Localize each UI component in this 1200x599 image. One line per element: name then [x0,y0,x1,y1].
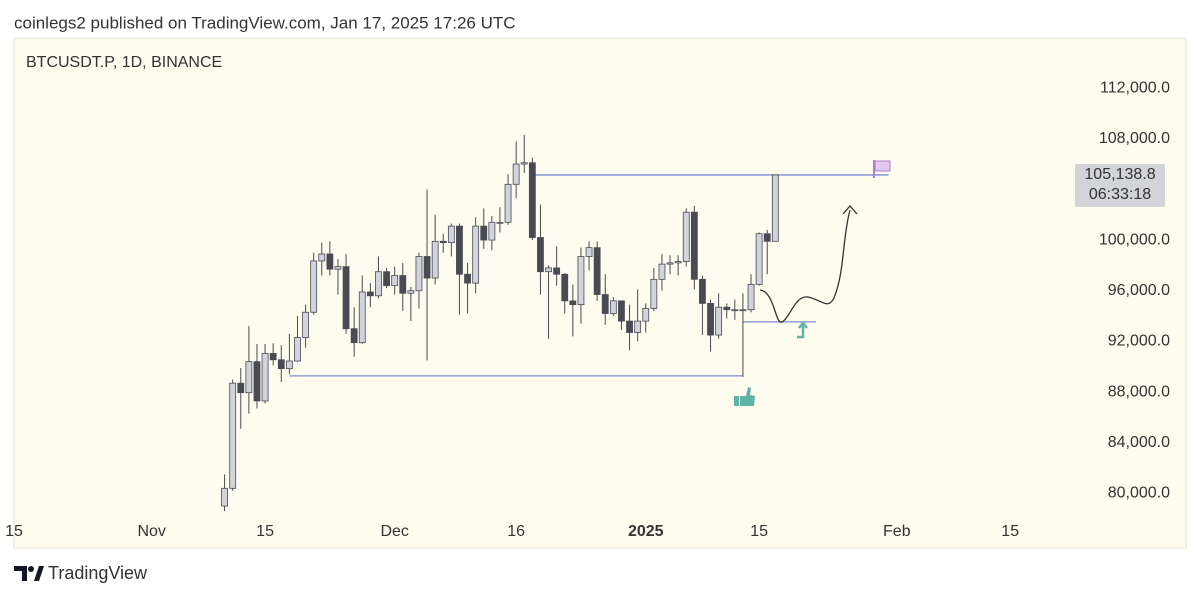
countdown: 06:33:18 [1089,186,1151,203]
candle-body [747,283,755,311]
candle-body [731,309,739,312]
candle-body [634,320,642,333]
candle-body [674,261,682,264]
candle-body [658,263,666,280]
candle-body [221,487,228,507]
x-tick-label: 16 [507,523,525,540]
symbol-title: BTCUSDT.P, 1D, BINANCE [26,54,222,71]
flag-icon [873,160,891,178]
candle-body [237,382,245,394]
y-tick-label: 112,000.0 [1100,79,1170,96]
thumbs-up-icon [734,387,755,406]
candle-body [553,267,561,275]
candle-body [253,361,261,402]
candle-body [245,361,253,394]
candle-body [229,382,237,489]
candle-body [431,240,439,279]
candle-body [561,273,569,302]
footer-brand: TradingView [48,563,148,583]
candle-body [763,233,771,242]
x-tick-label: Feb [883,523,911,540]
candle-body [423,256,431,279]
candle-body [585,247,593,257]
candle-body [699,278,706,304]
candle-body [520,162,528,165]
candle-body [391,275,399,287]
price-label-box [1075,164,1165,207]
x-tick-label: 2025 [628,523,664,540]
y-tick-label: 108,000.0 [1099,130,1170,147]
candle-body [472,225,480,284]
candle-body [601,294,609,314]
candle-body [334,266,342,270]
candle-body [690,211,698,280]
candle-body [358,291,366,344]
y-tick-label: 88,000.0 [1108,383,1170,400]
candle-body [626,320,633,333]
candle-body [682,211,690,262]
candle-body [642,308,650,322]
candle-body [666,262,674,265]
last-price: 105,138.8 [1084,166,1155,183]
candle-body [504,183,512,223]
y-tick-label: 96,000.0 [1108,282,1170,299]
candle-body [350,328,358,344]
y-tick-label: 92,000.0 [1108,333,1170,350]
candle-body [383,271,390,287]
candle-body [366,291,374,297]
x-tick-label: Nov [137,523,165,540]
x-tick-label: 15 [750,523,768,540]
header: coinlegs2 published on TradingView.com, … [14,13,516,32]
up-arrow-icon [797,320,808,339]
candle-body [739,309,747,312]
y-tick-label: 80,000.0 [1108,485,1170,502]
candle-body [609,300,617,314]
x-tick-label: Dec [380,523,408,540]
candle-body [439,240,447,243]
candle-body [399,275,407,294]
candle-body [545,267,552,273]
candle-body [285,360,293,370]
candle-body [569,300,577,306]
x-tick-label: 15 [256,523,274,540]
candle-body [528,162,536,238]
candle-body [310,260,318,313]
candle-body [294,337,301,362]
candle-body [593,247,601,295]
x-tick-label: 15 [1001,523,1019,540]
projection-path [759,209,851,323]
y-tick-label: 100,000.0 [1099,231,1170,248]
candle-body [375,271,382,297]
candle-body [269,353,277,361]
candle-body [342,266,350,330]
candle-body [277,359,285,370]
candle-body [407,290,415,294]
candle-body [447,225,455,243]
candle-body [715,306,723,336]
candle-body [326,253,334,270]
candle-body [318,253,326,262]
tradingview-logo [14,566,44,581]
candle-body [771,174,779,242]
candle-body [261,353,269,402]
candle-body [456,225,463,275]
candle-body [415,256,423,292]
candle-body [537,237,544,273]
candle-body [512,163,520,185]
y-tick-label: 84,000.0 [1108,434,1170,451]
candle-body [650,278,658,309]
candle-body [723,306,731,311]
candle-body [488,221,496,241]
candle-body [577,256,585,306]
candle-body [496,221,504,224]
candle-body [480,225,488,241]
candle-body [618,300,625,322]
candle-body [707,302,714,336]
x-tick-label: 15 [5,523,23,540]
candle-body [464,273,471,284]
candle-body [302,311,309,338]
candle-body [755,233,763,285]
projection-arrow [842,205,858,215]
